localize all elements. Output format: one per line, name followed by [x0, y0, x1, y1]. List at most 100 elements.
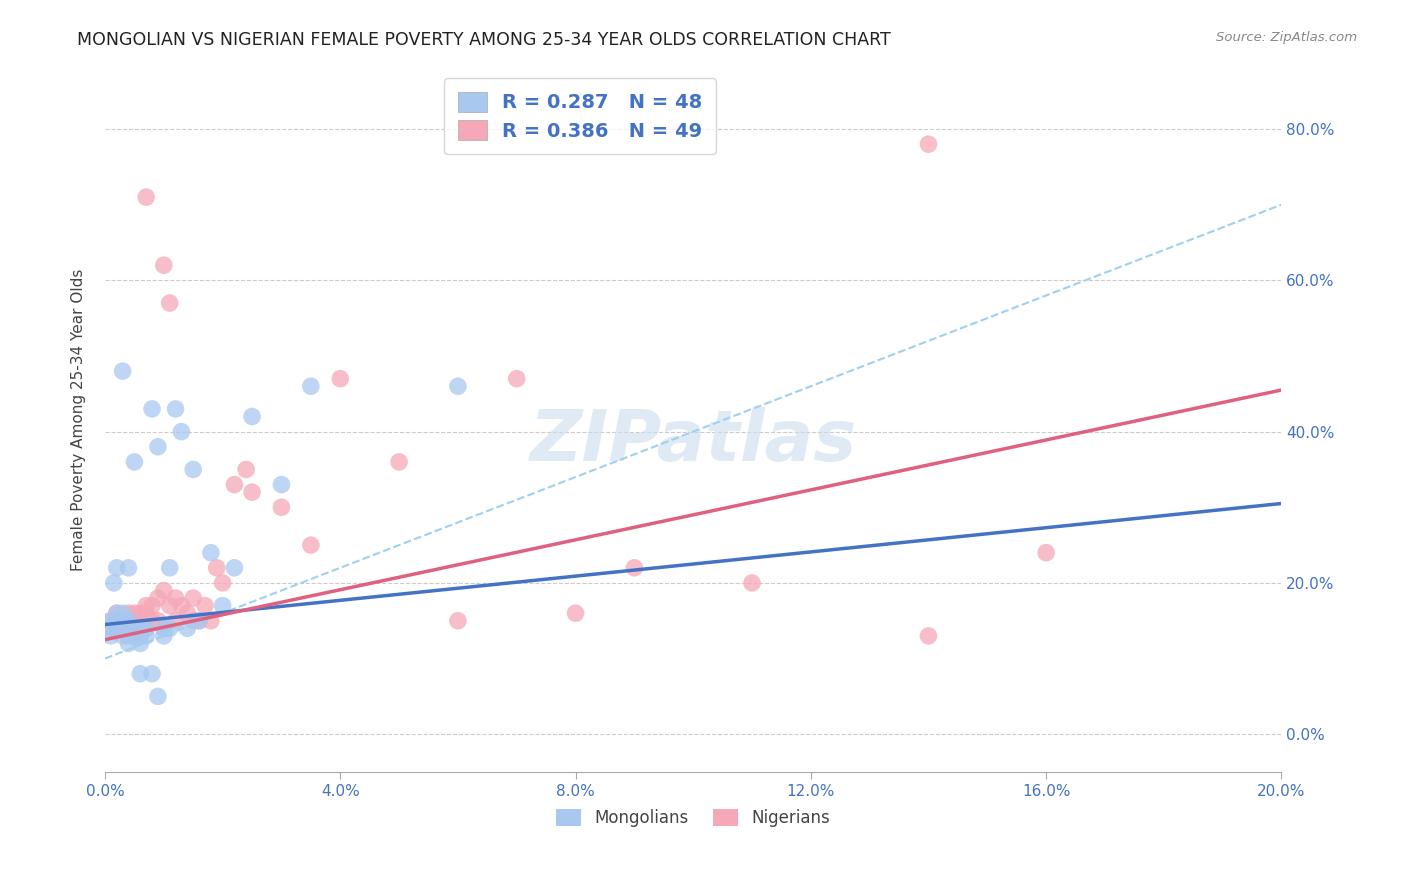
Y-axis label: Female Poverty Among 25-34 Year Olds: Female Poverty Among 25-34 Year Olds: [72, 269, 86, 572]
Point: [153, 621, 176, 635]
Point: [129, 606, 152, 620]
Point: [105, 606, 128, 620]
Point: [117, 621, 139, 635]
Point: [141, 599, 163, 613]
Point: [129, 614, 152, 628]
Point: [97, 621, 120, 635]
Point: [176, 606, 198, 620]
Point: [117, 614, 139, 628]
Point: [623, 561, 645, 575]
Point: [129, 629, 152, 643]
Point: [135, 190, 157, 204]
Point: [188, 614, 211, 628]
Point: [200, 614, 222, 628]
Point: [111, 614, 134, 628]
Point: [224, 561, 246, 575]
Point: [224, 477, 246, 491]
Point: [105, 614, 128, 628]
Point: [117, 636, 139, 650]
Point: [917, 629, 939, 643]
Text: Source: ZipAtlas.com: Source: ZipAtlas.com: [1216, 31, 1357, 45]
Point: [165, 614, 187, 628]
Point: [111, 621, 134, 635]
Point: [153, 629, 176, 643]
Point: [153, 583, 176, 598]
Point: [270, 500, 292, 515]
Point: [194, 599, 217, 613]
Point: [117, 606, 139, 620]
Point: [135, 606, 157, 620]
Point: [129, 666, 152, 681]
Point: [159, 599, 181, 613]
Point: [176, 621, 198, 635]
Point: [129, 636, 152, 650]
Point: [100, 629, 122, 643]
Point: [447, 614, 470, 628]
Point: [181, 462, 204, 476]
Point: [111, 621, 134, 635]
Point: [170, 425, 193, 439]
Point: [200, 546, 222, 560]
Point: [111, 606, 134, 620]
Point: [181, 614, 204, 628]
Point: [111, 364, 134, 378]
Point: [447, 379, 470, 393]
Point: [170, 599, 193, 613]
Point: [117, 561, 139, 575]
Point: [105, 614, 128, 628]
Point: [135, 621, 157, 635]
Point: [146, 440, 169, 454]
Point: [159, 296, 181, 310]
Point: [159, 561, 181, 575]
Point: [240, 409, 263, 424]
Point: [135, 599, 157, 613]
Text: ZIPatlas: ZIPatlas: [530, 407, 856, 476]
Point: [100, 621, 122, 635]
Text: MONGOLIAN VS NIGERIAN FEMALE POVERTY AMONG 25-34 YEAR OLDS CORRELATION CHART: MONGOLIAN VS NIGERIAN FEMALE POVERTY AMO…: [77, 31, 891, 49]
Point: [105, 621, 128, 635]
Point: [240, 485, 263, 500]
Point: [124, 606, 146, 620]
Point: [153, 258, 176, 272]
Point: [124, 621, 146, 635]
Point: [146, 591, 169, 605]
Point: [153, 621, 176, 635]
Point: [141, 401, 163, 416]
Point: [211, 599, 233, 613]
Point: [1035, 546, 1057, 560]
Point: [388, 455, 411, 469]
Point: [105, 561, 128, 575]
Point: [124, 629, 146, 643]
Point: [100, 614, 122, 628]
Point: [117, 629, 139, 643]
Point: [181, 591, 204, 605]
Point: [129, 629, 152, 643]
Point: [211, 576, 233, 591]
Point: [329, 372, 352, 386]
Point: [111, 629, 134, 643]
Point: [299, 538, 322, 552]
Point: [299, 379, 322, 393]
Legend: Mongolians, Nigerians: Mongolians, Nigerians: [550, 803, 837, 834]
Point: [105, 606, 128, 620]
Point: [917, 137, 939, 152]
Point: [111, 614, 134, 628]
Point: [135, 629, 157, 643]
Point: [564, 606, 586, 620]
Point: [506, 372, 529, 386]
Point: [146, 690, 169, 704]
Point: [124, 614, 146, 628]
Point: [141, 614, 163, 628]
Point: [741, 576, 763, 591]
Point: [188, 614, 211, 628]
Point: [159, 621, 181, 635]
Point: [235, 462, 257, 476]
Point: [129, 621, 152, 635]
Point: [165, 401, 187, 416]
Point: [103, 621, 125, 635]
Point: [205, 561, 228, 575]
Point: [135, 621, 157, 635]
Point: [117, 621, 139, 635]
Point: [124, 621, 146, 635]
Point: [165, 591, 187, 605]
